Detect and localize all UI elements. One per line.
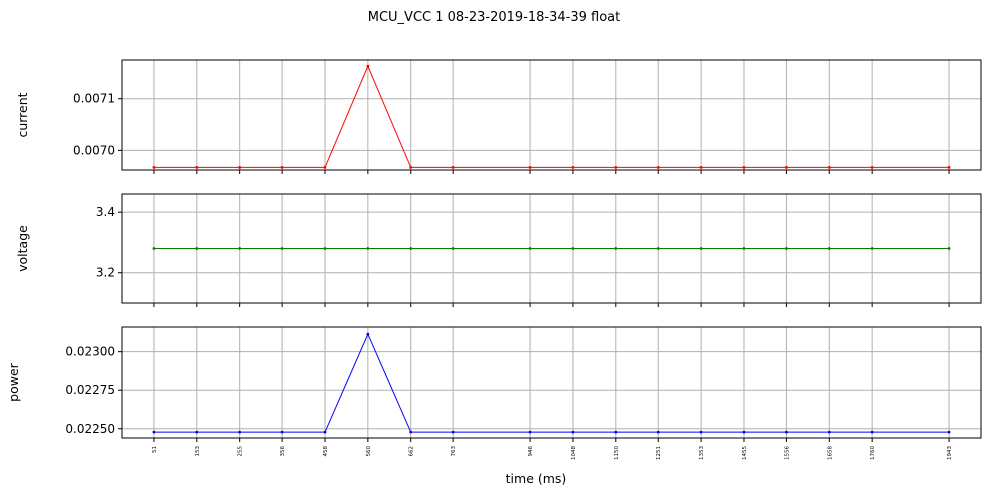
x-tick-label: 946 (528, 446, 534, 457)
data-point (280, 430, 284, 434)
data-point (656, 166, 660, 169)
series-line-current (153, 64, 950, 168)
y-axis-label: voltage (15, 225, 30, 272)
data-point (451, 247, 455, 250)
data-point (152, 166, 156, 169)
x-tick-label: 1251 (656, 446, 662, 460)
chart-title: MCU_VCC 1 08-23-2019-18-34-39 float (368, 10, 620, 25)
x-tick-label: 1556 (784, 446, 790, 460)
data-point (195, 247, 199, 250)
data-point (451, 430, 455, 434)
y-tick-label: 0.0071 (73, 92, 115, 106)
data-point (947, 430, 951, 434)
data-point (366, 247, 370, 250)
x-tick-label: 1353 (699, 446, 705, 460)
data-point (870, 430, 874, 434)
data-point (238, 430, 242, 434)
data-point (366, 332, 370, 336)
data-point (571, 247, 575, 250)
subplot-current: 0.0070 0.0071 current (15, 59, 982, 174)
y-tick-label: 0.02300 (65, 345, 115, 359)
data-point (947, 166, 951, 169)
x-axis-label: time (ms) (506, 471, 567, 486)
y-axis-label: current (15, 92, 30, 137)
data-point (280, 166, 284, 169)
y-tick-label: 0.02250 (65, 422, 115, 436)
data-point (785, 166, 788, 169)
data-point (409, 430, 413, 434)
data-point (947, 247, 951, 250)
data-point (870, 166, 874, 169)
data-point (571, 430, 575, 434)
data-point (323, 430, 327, 434)
data-point (870, 247, 874, 250)
data-point (742, 166, 746, 169)
subplots: 0.00700.0071current3.23.4voltage0.022500… (6, 59, 982, 460)
data-point (409, 166, 413, 169)
x-tick-label: 255 (238, 446, 244, 457)
data-point (827, 430, 831, 434)
data-point (528, 166, 532, 169)
data-point (528, 247, 532, 250)
subplot-power: 0.02250 0.02275 0.02300 power 51 153 255 356 458… (6, 326, 982, 460)
x-tick-label: 51 (152, 446, 158, 453)
x-tick-label: 153 (195, 446, 201, 457)
x-tick-label: 662 (409, 446, 415, 457)
x-tick-label: 1760 (870, 446, 876, 460)
data-point (742, 247, 746, 250)
data-point (238, 247, 242, 250)
x-tick-label: 763 (451, 446, 457, 457)
data-point (152, 430, 156, 434)
data-point (238, 166, 242, 169)
data-point (827, 166, 831, 169)
y-tick-label: 0.02275 (65, 383, 115, 397)
subplot-voltage: 3.2 3.4 voltage (15, 193, 982, 307)
series-line-power (153, 332, 950, 433)
data-point (785, 247, 788, 250)
data-point (323, 166, 327, 169)
data-point (323, 247, 327, 250)
data-point (699, 430, 703, 434)
axes-frame (121, 193, 982, 304)
data-point (656, 430, 660, 434)
data-point (614, 166, 618, 169)
data-point (699, 166, 703, 169)
x-tick-label: 1658 (827, 446, 833, 460)
data-point (827, 247, 831, 250)
x-tick-label: 1150 (614, 446, 620, 460)
x-tick-label: 1943 (947, 446, 953, 460)
data-point (785, 430, 788, 434)
data-point (742, 430, 746, 434)
y-tick-label: 3.4 (96, 205, 115, 219)
y-tick-label: 3.2 (96, 266, 115, 280)
data-point (195, 430, 199, 434)
data-point (152, 247, 156, 250)
data-point (195, 166, 199, 169)
data-point (571, 166, 575, 169)
y-tick-label: 0.0070 (73, 143, 115, 157)
data-point (528, 430, 532, 434)
axes-frame (121, 59, 982, 171)
x-tick-label: 458 (323, 446, 329, 457)
x-tick-label: 1455 (742, 446, 748, 460)
data-point (409, 247, 413, 250)
data-point (614, 247, 618, 250)
axes-frame (121, 326, 982, 439)
data-point (280, 247, 284, 250)
x-tick-label: 560 (366, 446, 372, 457)
x-tick-label: 356 (280, 446, 286, 457)
data-point (699, 247, 703, 250)
data-point (451, 166, 455, 169)
y-axis-label: power (6, 362, 21, 401)
data-point (656, 247, 660, 250)
data-point (366, 64, 370, 68)
data-point (614, 430, 618, 434)
x-tick-label: 1048 (571, 446, 577, 460)
